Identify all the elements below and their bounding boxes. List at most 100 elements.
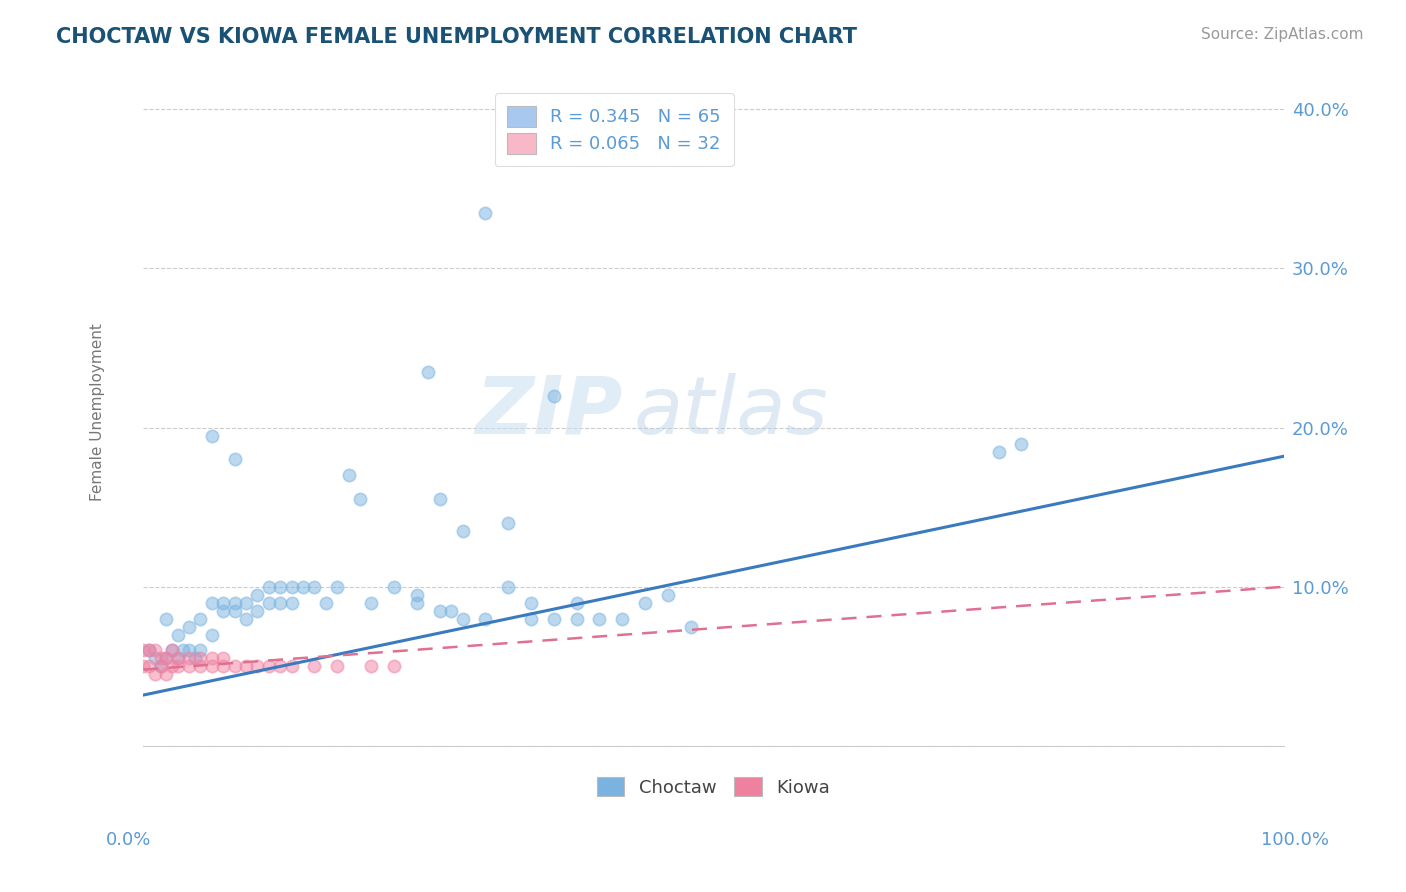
Point: [269, 596, 291, 610]
Point: [132, 643, 155, 657]
Point: [138, 643, 160, 657]
Point: [177, 619, 200, 633]
Point: [246, 588, 269, 602]
Point: [155, 612, 177, 626]
Point: [201, 659, 224, 673]
Point: [190, 659, 212, 673]
Point: [257, 659, 280, 673]
Point: [177, 651, 200, 665]
Text: Source: ZipAtlas.com: Source: ZipAtlas.com: [1201, 27, 1364, 42]
Text: CHOCTAW VS KIOWA FEMALE UNEMPLOYMENT CORRELATION CHART: CHOCTAW VS KIOWA FEMALE UNEMPLOYMENT COR…: [56, 27, 858, 46]
Point: [280, 580, 302, 594]
Point: [160, 643, 183, 657]
Point: [292, 580, 315, 594]
Point: [451, 524, 474, 538]
Point: [337, 468, 360, 483]
Text: 100.0%: 100.0%: [1261, 831, 1329, 849]
Point: [987, 444, 1010, 458]
Point: [143, 667, 166, 681]
Text: Female Unemployment: Female Unemployment: [90, 323, 105, 500]
Point: [149, 651, 172, 665]
Point: [201, 428, 224, 442]
Point: [382, 659, 405, 673]
Point: [360, 596, 382, 610]
Point: [138, 643, 160, 657]
Point: [166, 651, 188, 665]
Point: [155, 651, 177, 665]
Point: [498, 580, 520, 594]
Point: [235, 659, 257, 673]
Point: [520, 596, 543, 610]
Point: [183, 651, 205, 665]
Point: [149, 659, 172, 673]
Point: [246, 604, 269, 618]
Point: [474, 612, 496, 626]
Point: [634, 596, 657, 610]
Point: [565, 612, 588, 626]
Point: [224, 604, 246, 618]
Point: [543, 389, 565, 403]
Point: [143, 651, 166, 665]
Point: [304, 659, 326, 673]
Point: [440, 604, 463, 618]
Point: [235, 612, 257, 626]
Point: [257, 580, 280, 594]
Point: [543, 612, 565, 626]
Point: [166, 659, 188, 673]
Point: [588, 612, 610, 626]
Point: [269, 659, 291, 673]
Point: [565, 596, 588, 610]
Point: [224, 452, 246, 467]
Point: [155, 667, 177, 681]
Point: [160, 659, 183, 673]
Text: ZIP: ZIP: [475, 373, 623, 450]
Point: [406, 596, 429, 610]
Point: [190, 612, 212, 626]
Point: [326, 580, 349, 594]
Point: [149, 659, 172, 673]
Point: [201, 651, 224, 665]
Point: [160, 643, 183, 657]
Point: [201, 596, 224, 610]
Point: [280, 659, 302, 673]
Point: [304, 580, 326, 594]
Point: [257, 596, 280, 610]
Point: [451, 612, 474, 626]
Point: [280, 596, 302, 610]
Point: [315, 596, 337, 610]
Point: [360, 659, 382, 673]
Point: [224, 596, 246, 610]
Text: 0.0%: 0.0%: [105, 831, 150, 849]
Point: [143, 643, 166, 657]
Point: [429, 492, 451, 507]
Point: [418, 365, 440, 379]
Point: [190, 651, 212, 665]
Point: [172, 643, 194, 657]
Point: [212, 651, 235, 665]
Point: [212, 604, 235, 618]
Text: atlas: atlas: [634, 373, 828, 450]
Point: [520, 612, 543, 626]
Point: [429, 604, 451, 618]
Point: [138, 659, 160, 673]
Point: [1010, 436, 1032, 450]
Point: [155, 651, 177, 665]
Point: [190, 643, 212, 657]
Point: [612, 612, 634, 626]
Point: [224, 659, 246, 673]
Point: [474, 205, 496, 219]
Point: [406, 588, 429, 602]
Point: [166, 627, 188, 641]
Point: [657, 588, 679, 602]
Legend: Choctaw, Kiowa: Choctaw, Kiowa: [591, 770, 837, 804]
Point: [212, 659, 235, 673]
Point: [326, 659, 349, 673]
Point: [177, 659, 200, 673]
Point: [235, 596, 257, 610]
Point: [269, 580, 291, 594]
Point: [382, 580, 405, 594]
Point: [246, 659, 269, 673]
Point: [132, 659, 155, 673]
Point: [177, 643, 200, 657]
Point: [349, 492, 371, 507]
